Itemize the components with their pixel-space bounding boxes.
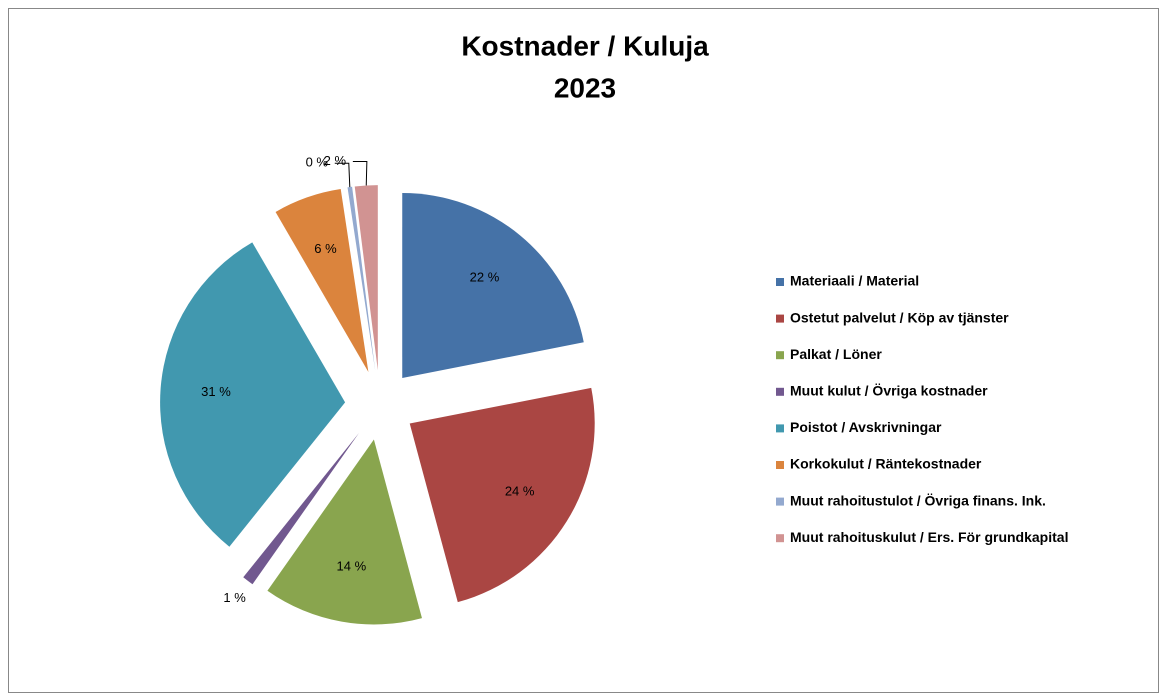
leader-line — [334, 162, 351, 188]
data-label: 14 % — [337, 558, 367, 573]
data-label: 24 % — [505, 483, 535, 498]
chart-subtitle: 2023 — [554, 72, 616, 103]
legend-label: Poistot / Avskrivningar — [790, 419, 942, 435]
pie-slice — [267, 439, 422, 625]
leader-line — [352, 160, 368, 186]
legend-label: Palkat / Löner — [790, 346, 882, 362]
legend-label: Ostetut palvelut / Köp av tjänster — [790, 309, 1009, 325]
legend-swatch — [776, 424, 784, 433]
legend-swatch — [776, 314, 784, 323]
data-label: 0 % — [306, 155, 329, 170]
legend-label: Muut rahoituskulut / Ers. För grundkapit… — [790, 529, 1068, 545]
pie-slice — [243, 432, 359, 585]
legend-label: Muut kulut / Övriga kostnader — [790, 383, 988, 399]
data-label: 1 % — [223, 590, 246, 605]
data-label: 31 % — [201, 384, 231, 399]
pie-slice — [275, 189, 369, 372]
pie-slice — [160, 242, 346, 547]
legend-label: Korkokulut / Räntekostnader — [790, 456, 982, 472]
legend-swatch — [776, 278, 784, 286]
data-label: 2 % — [324, 153, 347, 168]
data-label: 22 % — [470, 269, 500, 284]
chart-title: Kostnader / Kuluja — [461, 30, 709, 61]
legend-label: Muut rahoitustulot / Övriga finans. Ink. — [790, 492, 1046, 508]
legend-swatch — [776, 461, 784, 469]
data-label: 6 % — [314, 241, 337, 256]
pie-slice — [354, 185, 378, 371]
pie-slice — [402, 192, 584, 378]
pie-slice — [409, 387, 595, 603]
legend-swatch — [776, 387, 784, 396]
legend-swatch — [776, 351, 784, 360]
pie-slice — [347, 186, 376, 371]
legend-swatch — [776, 534, 784, 543]
legend-swatch — [776, 497, 784, 506]
legend-label: Materiaali / Material — [790, 273, 919, 289]
